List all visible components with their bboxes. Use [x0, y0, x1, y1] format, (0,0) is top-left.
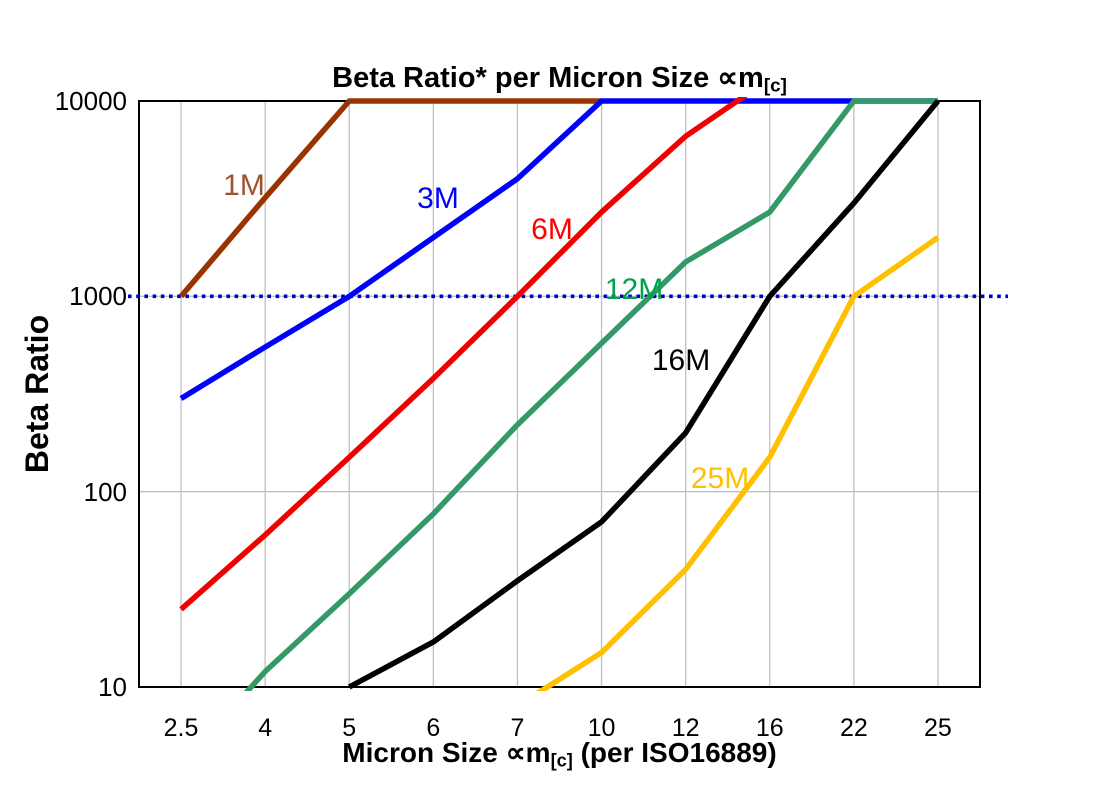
series-line-12M: [243, 98, 938, 691]
x-tick-label-2.5: 2.5: [163, 714, 199, 742]
x-tick-label-10: 10: [587, 714, 616, 742]
x-tick-label-5: 5: [342, 714, 357, 742]
series-label-3M: 3M: [417, 182, 459, 215]
x-tick-label-22: 22: [839, 714, 868, 742]
x-tick-label-25: 25: [924, 714, 952, 742]
x-tick-label-12: 12: [671, 714, 700, 742]
y-tick-label-10: 10: [98, 672, 127, 702]
x-axis-title: Micron Size ∝m[c] (per ISO16889): [139, 736, 980, 772]
x-axis-title-prop-symbol: ∝m: [505, 737, 551, 768]
chart-title: Beta Ratio* per Micron Size ∝m[c]: [139, 60, 980, 97]
x-axis-title-suffix: (per ISO16889): [572, 737, 777, 768]
series-label-25M: 25M: [690, 462, 750, 495]
series-label-1M: 1M: [223, 169, 265, 202]
series-line-6M: [179, 97, 748, 612]
y-tick-label-100: 100: [83, 476, 127, 507]
series-line-16M: [347, 99, 941, 690]
x-tick-label-16: 16: [755, 714, 784, 742]
chart-title-subscript: [c]: [763, 74, 787, 96]
y-tick-label-1000: 1000: [69, 281, 127, 312]
series-label-6M: 6M: [531, 213, 573, 246]
series-line-3M: [179, 98, 938, 401]
x-tick-label-6: 6: [426, 714, 441, 742]
series-line-1M: [178, 98, 602, 299]
chart-title-text: Beta Ratio* per Micron Size: [332, 62, 718, 94]
x-tick-label-4: 4: [258, 714, 273, 742]
x-tick-label-7: 7: [510, 714, 525, 742]
series-label-12M: 12M: [604, 273, 664, 306]
series-label-16M: 16M: [651, 344, 711, 377]
chart-title-prop-symbol: ∝m: [717, 62, 764, 94]
x-axis-title-subscript: [c]: [550, 750, 573, 771]
y-tick-label-10000: 10000: [54, 86, 127, 116]
x-axis-title-text: Micron Size: [342, 737, 506, 768]
series-line-25M: [535, 235, 940, 691]
